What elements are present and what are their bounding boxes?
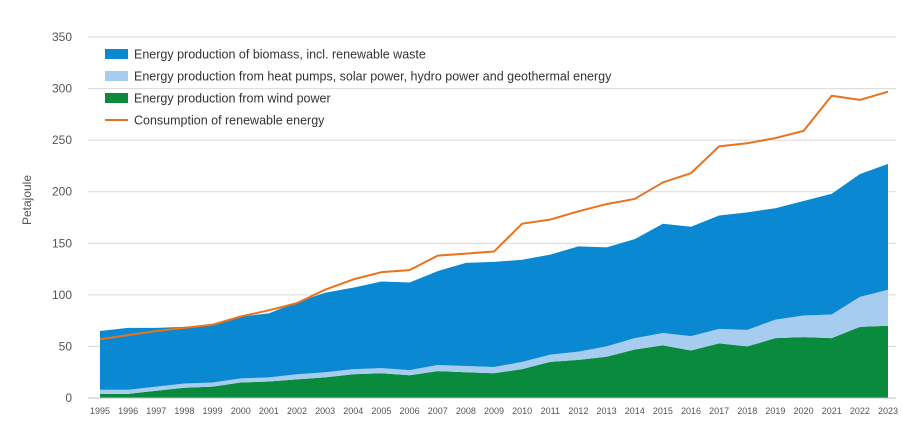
x-tick-label: 1996 [118, 406, 138, 416]
x-tick-label: 1995 [90, 406, 110, 416]
x-tick-label: 1999 [203, 406, 223, 416]
x-tick-label: 2012 [568, 406, 588, 416]
y-axis-label: Petajoule [20, 175, 34, 225]
x-tick-label: 2008 [456, 406, 476, 416]
legend-item-heat-pumps: Energy production from heat pumps, solar… [105, 70, 612, 84]
consumption-line [99, 90, 889, 341]
legend-label: Consumption of renewable energy [134, 114, 325, 128]
stacked-areas [100, 163, 888, 398]
x-tick-label: 2022 [850, 406, 870, 416]
x-axis: 1995 1996 1997 1998 1999 2000 2001 2002 2003 2004… [90, 406, 898, 416]
x-tick-label: 2020 [794, 406, 814, 416]
x-tick-label: 2018 [737, 406, 757, 416]
x-tick-label: 2023 [878, 406, 898, 416]
gridlines [88, 36, 896, 347]
x-tick-label: 2003 [315, 406, 335, 416]
x-tick-label: 2021 [822, 406, 842, 416]
x-tick-label: 2016 [681, 406, 701, 416]
x-tick-label: 2014 [625, 406, 645, 416]
legend: Energy production of biomass, incl. rene… [105, 48, 612, 128]
biomass-area [100, 163, 888, 390]
y-axis: 0 50 100 150 200 250 300 350 [52, 30, 896, 405]
y-tick-label: 250 [52, 133, 72, 147]
x-tick-label: 2011 [541, 406, 560, 416]
x-tick-label: 2000 [231, 406, 251, 416]
x-tick-label: 1998 [174, 406, 194, 416]
legend-item-consumption: Consumption of renewable energy [105, 114, 325, 128]
legend-item-biomass: Energy production of biomass, incl. rene… [105, 48, 426, 62]
consumption-line-path [99, 90, 889, 341]
x-tick-label: 2019 [765, 406, 785, 416]
x-tick-label: 2010 [512, 406, 532, 416]
heat-pumps-solar-hydro-geothermal-area [100, 289, 888, 394]
x-tick-label: 2002 [287, 406, 307, 416]
y-tick-label: 300 [52, 82, 72, 96]
legend-label: Energy production from heat pumps, solar… [134, 70, 612, 84]
x-tick-label: 2015 [653, 406, 673, 416]
y-tick-label: 0 [65, 391, 72, 405]
x-tick-label: 2007 [428, 406, 448, 416]
x-tick-label: 1997 [146, 406, 166, 416]
x-tick-label: 2009 [484, 406, 504, 416]
y-tick-label: 200 [52, 185, 72, 199]
x-tick-label: 2004 [343, 406, 363, 416]
x-tick-label: 2017 [709, 406, 729, 416]
legend-label: Energy production of biomass, incl. rene… [134, 48, 426, 62]
x-tick-label: 2005 [371, 406, 391, 416]
y-tick-label: 100 [52, 288, 72, 302]
legend-swatch [105, 71, 128, 81]
x-tick-label: 2001 [259, 406, 279, 416]
y-tick-label: 50 [59, 339, 73, 353]
x-tick-label: 2013 [597, 406, 617, 416]
y-tick-label: 150 [52, 236, 72, 250]
legend-swatch [105, 93, 128, 103]
legend-item-wind: Energy production from wind power [105, 92, 331, 106]
legend-swatch [105, 49, 128, 59]
wind-power-area [100, 325, 888, 398]
x-tick-label: 2006 [400, 406, 420, 416]
legend-label: Energy production from wind power [134, 92, 331, 106]
y-tick-label: 350 [52, 30, 72, 44]
